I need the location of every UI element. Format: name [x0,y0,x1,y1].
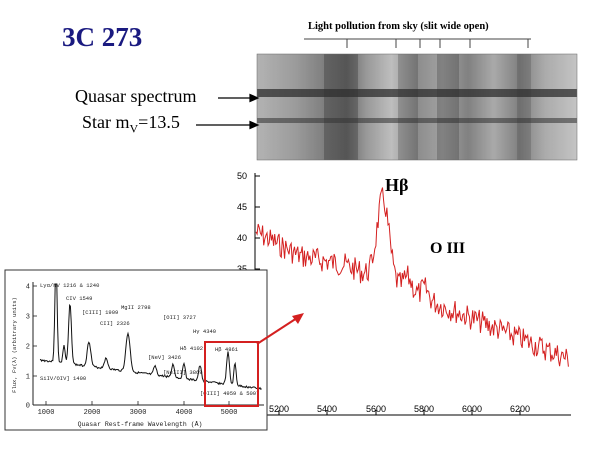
star-label-suffix: =13.5 [138,112,180,132]
inset-line-label: [CIII] 1909 [82,309,118,316]
star-label-subscript: V [129,121,139,136]
quasar-trace [257,89,577,97]
highlight-box [204,341,259,407]
quasar-spectrum-label: Quasar spectrum [75,86,197,106]
zoom-x-tick-label: 5600 [366,404,386,414]
inset-spectrum: 4 3 2 1 0 1000 2000 3000 4000 5000 Lyα/NV 1216 &… [4,269,268,431]
inset-x-tick-label: 3000 [130,409,147,417]
pointer-arrows [196,93,260,130]
star-label-prefix: Star m [82,112,130,132]
inset-y-tick-label: 1 [26,374,30,382]
star-label: Star mV=13.5 [82,112,180,137]
inset-line-label: CIV 1549 [66,295,92,302]
inset-x-label: Quasar Rest-frame Wavelength (Å) [78,420,203,428]
zoom-y-tick-label: 50 [237,171,247,181]
page-title: 3C 273 [62,22,143,52]
hbeta-annotation: Hβ [385,175,409,195]
inset-y-tick-label: 4 [26,284,30,292]
inset-line-label: [NeIII] 3869 [163,369,203,376]
inset-spectrum-line [39,283,262,391]
zoom-connector-arrow [256,313,304,345]
inset-line-label: CII] 2326 [100,320,130,327]
inset-line-label: MgII 2798 [121,304,151,311]
zoom-spectrum-line [255,187,569,367]
zoom-x-tick-label: 5800 [414,404,434,414]
inset-y-label: Flux, Fν(λ) (arbitrary units) [11,297,18,393]
inset-line-label: [OII] 3727 [163,314,196,321]
slit-bracket [304,38,531,48]
slit-label: Light pollution from sky (slit wide open… [308,21,489,32]
inset-line-label: Hδ 4102 [180,345,203,352]
inset-line-label: Hγ 4340 [193,328,216,335]
zoom-y-tick-label: 35 [237,264,247,274]
star-trace [257,118,577,123]
inset-x-tick-label: 5000 [221,409,238,417]
spectrum-image [256,53,578,161]
inset-line-label: Hβ 4861 [215,346,239,353]
oiii-annotation: O III [430,240,466,257]
zoom-y-tick-label: 45 [237,202,247,212]
inset-x-tick-label: 1000 [38,409,55,417]
inset-y-tick-label: 2 [26,344,30,352]
zoom-x-tick-label: 6000 [462,404,482,414]
inset-x-tick-label: 4000 [176,409,193,417]
inset-line-label: Lyα/NV 1216 & 1240 [40,282,99,289]
inset-line-label: SiIV/OIV] 1400 [40,375,86,382]
zoom-y-tick-label: 40 [237,233,247,243]
zoom-x-tick-label: 5200 [269,404,289,414]
zoom-plot: 50 45 40 35 5200 5400 5600 5800 6000 6200 [237,171,571,416]
inset-y-tick-label: 0 [26,403,30,411]
inset-line-label: [NeV] 3426 [148,354,181,361]
zoom-x-tick-label: 6200 [510,404,530,414]
zoom-x-tick-label: 5400 [317,404,337,414]
inset-y-tick-label: 3 [26,314,30,322]
inset-x-tick-label: 2000 [84,409,101,417]
inset-line-label: [OIII] 4959 & 5007 [200,390,259,397]
